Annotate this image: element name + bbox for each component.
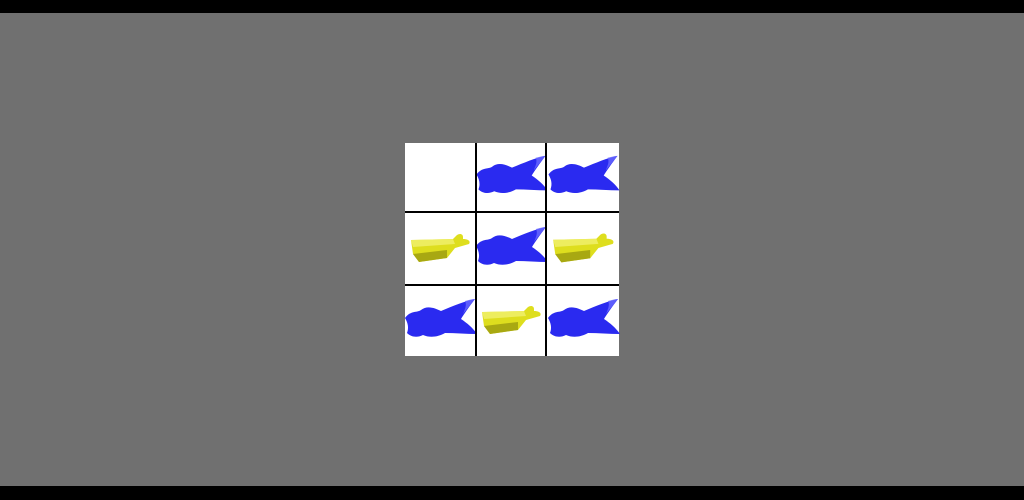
board-cell-r3-c2[interactable] <box>476 286 546 356</box>
board-cell-r2-c3[interactable] <box>547 213 619 285</box>
yellow-boat-piece-icon <box>482 305 541 334</box>
board-cell-r1-c3[interactable] <box>547 143 620 212</box>
blue-star-piece-icon <box>476 155 548 194</box>
yellow-boat-piece-icon <box>411 233 470 262</box>
board-cell-r2-c2[interactable] <box>476 213 548 285</box>
board-cell-r1-c1[interactable] <box>405 143 475 212</box>
yellow-boat-piece-icon <box>553 233 614 263</box>
bottom-letterbox-bar <box>0 486 1024 500</box>
blue-star-piece-icon <box>405 299 477 337</box>
top-letterbox-bar <box>0 0 1024 13</box>
board-cell-r3-c1[interactable] <box>405 286 477 356</box>
game-board <box>405 143 620 356</box>
board-cell-r3-c3[interactable] <box>547 286 620 356</box>
blue-star-piece-icon <box>548 155 620 194</box>
board-cell-r1-c2[interactable] <box>476 143 548 212</box>
board-cell-r2-c1[interactable] <box>405 213 475 285</box>
game-viewport <box>0 13 1024 486</box>
blue-star-piece-icon <box>476 227 548 265</box>
blue-star-piece-icon <box>548 299 620 337</box>
